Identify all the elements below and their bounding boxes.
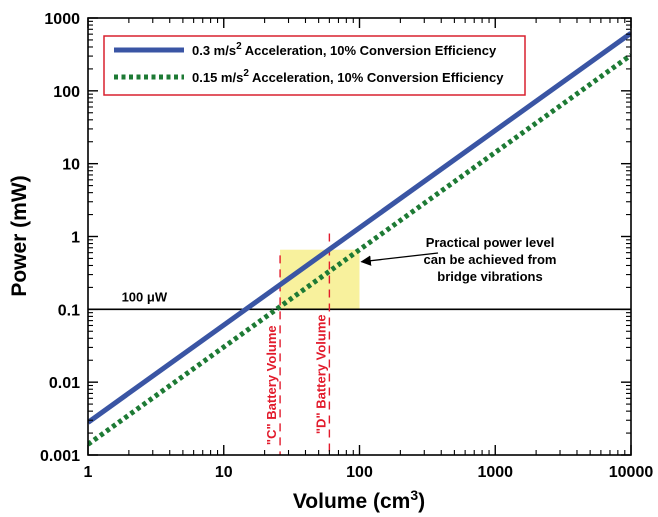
- x-tick-label: 1000: [477, 464, 513, 481]
- y-tick-label: 0.01: [49, 375, 80, 392]
- d-battery-marker-label: "D" Battery Volume: [313, 314, 328, 434]
- legend: 0.3 m/s2 Acceleration, 10% Conversion Ef…: [103, 35, 526, 96]
- reference-line-label: 100 μW: [122, 289, 168, 304]
- annotation-line-1: Practical power level: [426, 235, 555, 250]
- y-tick-label: 0.001: [40, 448, 80, 465]
- legend-box: [103, 35, 526, 96]
- series-line-0.3-accel: [88, 31, 631, 425]
- y-tick-label: 10: [62, 157, 80, 174]
- c-battery-marker-label: "C" Battery Volume: [264, 325, 279, 445]
- y-axis-title: Power (mW): [8, 175, 31, 296]
- series-lines: [88, 31, 631, 447]
- y-tick-label: 0.1: [58, 302, 80, 319]
- legend-label-0.3-accel: 0.3 m/s2 Acceleration, 10% Conversion Ef…: [192, 41, 497, 58]
- annotation-line-3: bridge vibrations: [437, 269, 542, 284]
- x-axis-ticks: 1 10 100 1000 10000: [84, 18, 654, 481]
- x-tick-label: 10000: [609, 464, 654, 481]
- annotation-arrow: [360, 252, 439, 266]
- series-line-0.15-accel: [88, 53, 631, 447]
- y-tick-label: 100: [53, 84, 80, 101]
- y-axis-ticks: 0.001 0.01 0.1 1 10 100 1000: [40, 11, 631, 465]
- x-tick-label: 10: [215, 464, 233, 481]
- x-axis-title: Volume (cm3): [293, 487, 425, 513]
- reference-line-group: 100 μW: [88, 289, 631, 311]
- legend-label-0.15-accel: 0.15 m/s2 Acceleration, 10% Conversion E…: [192, 68, 504, 85]
- y-tick-label: 1000: [44, 11, 80, 28]
- x-tick-label: 100: [346, 464, 373, 481]
- annotation: Practical power level can be achieved fr…: [360, 235, 557, 284]
- y-tick-label: 1: [71, 230, 80, 247]
- annotation-line-2: can be achieved from: [424, 252, 557, 267]
- vertical-markers: "C" Battery Volume "D" Battery Volume: [264, 233, 331, 455]
- x-tick-label: 1: [84, 464, 93, 481]
